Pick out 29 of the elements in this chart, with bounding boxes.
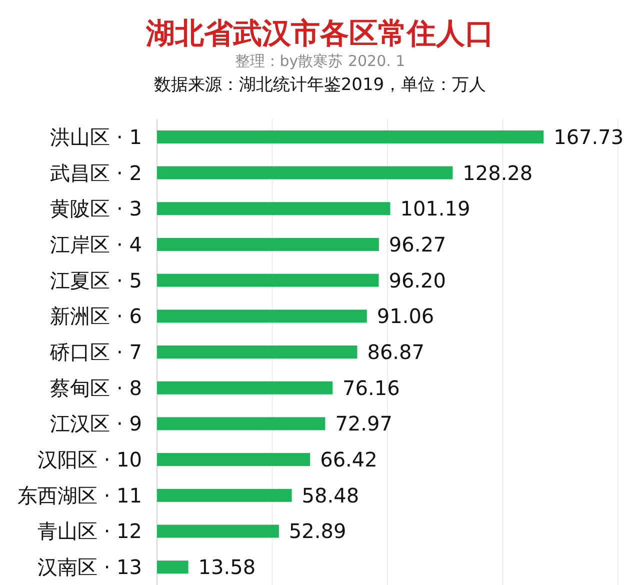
data-label: 72.97 [335,412,392,436]
data-label: 86.87 [367,340,424,364]
chart-title: 湖北省武汉市各区常住人口 [145,16,494,50]
data-label: 52.89 [288,519,346,544]
y-tick-label: 江夏区 · 5 [50,268,142,292]
data-label: 76.16 [342,376,400,400]
source-note: 数据来源：湖北统计年鉴2019，单位：万人 [154,75,486,95]
data-label: 101.19 [400,196,470,221]
y-tick-label: 新洲区 · 6 [50,304,142,328]
y-tick-label: 武昌区 · 2 [50,160,142,185]
y-tick-label: 江汉区 · 9 [50,412,142,436]
y-tick-label: 汉南区 · 13 [37,555,142,580]
y-tick-label: 洪山区 · 1 [50,124,142,149]
y-tick-label: 蔡甸区 · 8 [50,376,142,400]
data-label: 66.42 [320,448,378,472]
y-tick-label: 东西湖区 · 11 [17,483,142,508]
y-tick-label: 黄陂区 · 3 [50,196,142,221]
data-label: 91.06 [376,304,434,328]
data-label: 128.28 [462,160,533,185]
data-label: 96.27 [388,232,446,256]
chart-subtitle: 整理：by散寒苏 2020. 1 [234,52,406,70]
y-tick-label: 江岸区 · 4 [50,232,142,256]
y-tick-label: 汉阳区 · 10 [37,448,142,472]
data-label: 167.73 [554,124,624,149]
data-label: 58.48 [302,483,360,508]
y-tick-label: 青山区 · 12 [37,519,142,544]
data-label: 13.58 [198,555,256,580]
y-tick-label: 硚口区 · 7 [49,340,142,364]
data-label: 96.20 [388,268,446,292]
